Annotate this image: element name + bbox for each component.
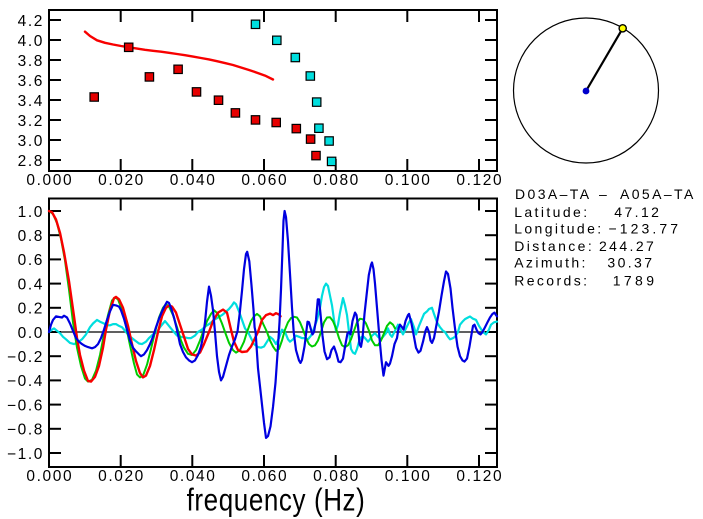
- svg-text:−1.0: −1.0: [7, 446, 44, 463]
- svg-text:4.2: 4.2: [18, 13, 44, 30]
- svg-text:0.100: 0.100: [385, 172, 432, 189]
- svg-text:3.2: 3.2: [18, 113, 44, 130]
- svg-text:4.0: 4.0: [18, 33, 44, 50]
- svg-text:0.020: 0.020: [98, 468, 145, 485]
- svg-text:0.040: 0.040: [170, 468, 217, 485]
- svg-text:Records:: Records:: [514, 273, 589, 289]
- svg-text:0.120: 0.120: [456, 468, 503, 485]
- svg-text:Distance:: Distance:: [514, 238, 594, 254]
- svg-text:3.0: 3.0: [18, 133, 44, 150]
- svg-text:0.080: 0.080: [313, 468, 360, 485]
- svg-text:47.12: 47.12: [614, 204, 661, 220]
- svg-text:Longitude:: Longitude:: [514, 220, 603, 236]
- svg-text:0.000: 0.000: [26, 468, 73, 485]
- svg-text:0.080: 0.080: [313, 172, 360, 189]
- svg-text:0.120: 0.120: [456, 172, 503, 189]
- svg-text:3.8: 3.8: [18, 53, 44, 70]
- svg-text:1789: 1789: [613, 273, 658, 289]
- svg-text:30.37: 30.37: [607, 255, 654, 271]
- svg-text:0.2: 0.2: [18, 301, 44, 318]
- svg-text:0.000: 0.000: [26, 172, 73, 189]
- svg-text:0.8: 0.8: [18, 228, 44, 245]
- svg-text:0.060: 0.060: [241, 468, 288, 485]
- svg-text:0.4: 0.4: [18, 276, 44, 293]
- svg-text:frequency (Hz): frequency (Hz): [187, 483, 366, 518]
- svg-text:−0.6: −0.6: [7, 397, 44, 414]
- svg-text:Azimuth:: Azimuth:: [514, 255, 588, 271]
- svg-text:0.040: 0.040: [170, 172, 217, 189]
- svg-text:1.0: 1.0: [18, 204, 44, 221]
- svg-text:0.020: 0.020: [98, 172, 145, 189]
- svg-text:−0.8: −0.8: [7, 422, 44, 439]
- svg-text:0.100: 0.100: [385, 468, 432, 485]
- svg-text:3.4: 3.4: [18, 93, 44, 110]
- svg-text:A05A–TA: A05A–TA: [620, 186, 696, 202]
- svg-text:244.27: 244.27: [599, 238, 656, 254]
- svg-text:−123.77: −123.77: [609, 220, 682, 236]
- svg-text:0.0: 0.0: [18, 325, 44, 342]
- svg-text:Latitude:: Latitude:: [514, 204, 589, 220]
- svg-text:0.6: 0.6: [18, 252, 44, 269]
- svg-text:D03A–TA: D03A–TA: [515, 186, 591, 202]
- svg-text:–: –: [599, 186, 609, 202]
- svg-text:0.060: 0.060: [241, 172, 288, 189]
- svg-text:2.8: 2.8: [18, 153, 44, 170]
- svg-text:−0.2: −0.2: [7, 349, 44, 366]
- svg-text:−0.4: −0.4: [7, 373, 44, 390]
- svg-text:3.6: 3.6: [18, 73, 44, 90]
